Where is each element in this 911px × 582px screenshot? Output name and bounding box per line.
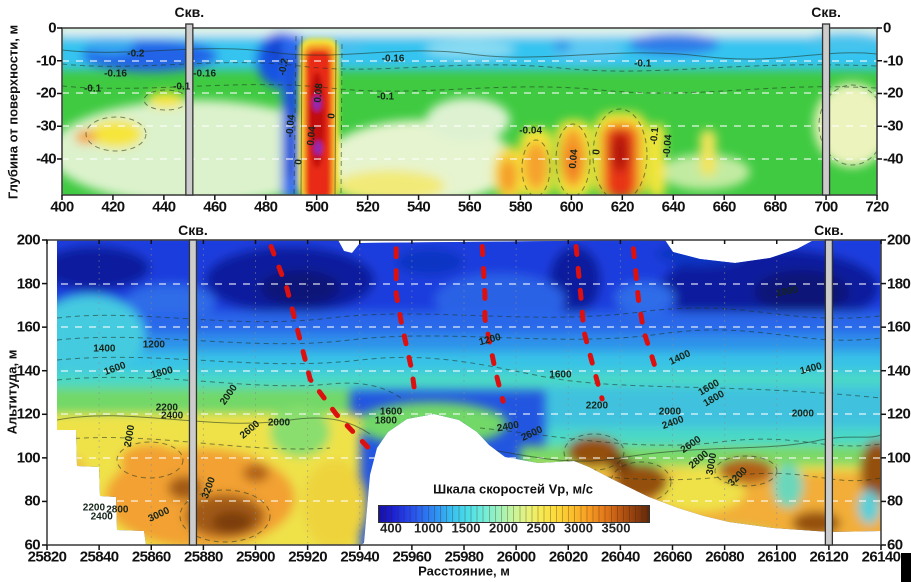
fault-line [630,246,660,376]
fault-line [268,244,371,450]
ticks-and-wells-layer [42,23,886,550]
top-contour-lines [62,35,877,195]
borehole-bar [824,239,834,546]
top-y-axis-title: Глубина от поверхности, м [5,24,21,200]
borehole-bar [188,239,198,546]
bottom-x-axis-title: Расстояние, м [418,563,510,579]
colorbar-title: Шкала скоростей Vp, м/с [433,481,593,497]
bottom-y-axis-title: Альтитуда, м [4,349,20,435]
fault-line [393,246,417,393]
top-horizontal-grid [62,60,877,160]
fault-line [573,244,605,402]
top-panel-field [62,28,877,195]
corner-artifact [901,553,911,582]
fault-line [479,244,506,404]
velocity-colorbar [378,505,650,523]
borehole-bar [185,23,194,196]
borehole-bar [821,23,831,196]
fault-layer [98,242,881,543]
